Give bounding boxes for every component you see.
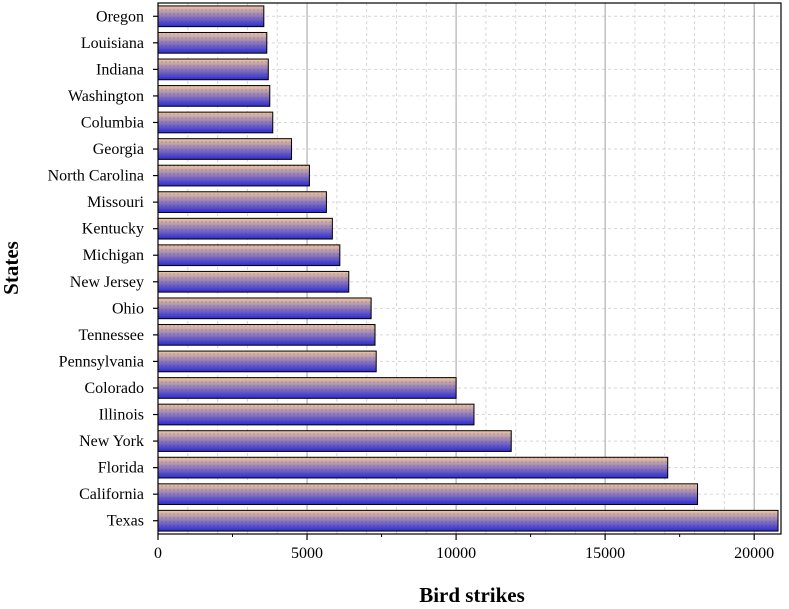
bar-outline xyxy=(157,483,699,506)
bar xyxy=(157,217,333,240)
y-tick-label: Tennessee xyxy=(78,327,144,344)
x-axis-title: Bird strikes xyxy=(419,583,525,604)
bar xyxy=(157,85,271,107)
bars xyxy=(157,5,779,532)
y-tick-label: New York xyxy=(79,433,144,450)
bar xyxy=(157,509,779,532)
bar-outline xyxy=(157,58,269,81)
bar xyxy=(157,430,512,452)
y-tick-label: Michigan xyxy=(83,247,144,264)
y-tick-label: Indiana xyxy=(96,61,144,78)
bar-outline xyxy=(157,138,293,160)
bar-outline xyxy=(157,456,669,479)
y-tick-label: New Jersey xyxy=(70,274,144,291)
bar xyxy=(157,350,377,373)
y-tick-label: Georgia xyxy=(93,141,144,158)
bar-outline xyxy=(157,297,372,320)
bar xyxy=(157,138,293,160)
y-tick-label: Columbia xyxy=(81,114,144,131)
x-tick-label: 10000 xyxy=(436,545,476,562)
bar-outline xyxy=(157,509,779,532)
y-tick-label: North Carolina xyxy=(48,168,144,185)
axes xyxy=(153,2,782,540)
bar-outline xyxy=(157,270,350,293)
x-tick-label: 0 xyxy=(154,545,162,562)
bar xyxy=(157,377,457,399)
bar-outline xyxy=(157,31,268,54)
y-tick-label: Washington xyxy=(68,88,144,105)
y-tick-label: Illinois xyxy=(99,407,144,424)
bar xyxy=(157,58,269,81)
bar xyxy=(157,483,699,506)
y-tick-label: Texas xyxy=(107,513,144,530)
bar xyxy=(157,111,274,134)
grid xyxy=(158,3,781,534)
y-tick-label: Missouri xyxy=(87,194,144,211)
bar xyxy=(157,297,372,320)
bar-outline xyxy=(157,244,341,267)
y-tick-label: Kentucky xyxy=(82,221,144,238)
y-tick-label: Oregon xyxy=(96,8,144,25)
y-tick-label: Louisiana xyxy=(81,35,144,52)
bar-outline xyxy=(157,403,475,426)
y-tick-label: California xyxy=(79,486,144,503)
bar xyxy=(157,456,669,479)
bar-outline xyxy=(157,5,265,28)
x-tick-label: 20000 xyxy=(734,545,774,562)
bar-outline xyxy=(157,111,274,134)
bar xyxy=(157,324,376,346)
y-tick-label: Florida xyxy=(98,460,144,477)
bar-outline xyxy=(157,324,376,346)
bar xyxy=(157,191,327,213)
bar-outline xyxy=(157,430,512,452)
bar-outline xyxy=(157,377,457,399)
bar-outline xyxy=(157,164,310,187)
bar-outline xyxy=(157,350,377,373)
y-tick-label: Pennsylvania xyxy=(59,353,144,370)
bar xyxy=(157,244,341,267)
bar xyxy=(157,403,475,426)
bar xyxy=(157,5,265,28)
bar xyxy=(157,31,268,54)
x-tick-label: 5000 xyxy=(291,545,323,562)
bar-outline xyxy=(157,217,333,240)
y-tick-label: Colorado xyxy=(84,380,144,397)
y-tick-label: Ohio xyxy=(112,300,144,317)
bar-outline xyxy=(157,191,327,213)
bar xyxy=(157,164,310,187)
tick-labels: 0 5000 10000 15000 20000 Oregon Louisiana India… xyxy=(48,8,775,562)
bar xyxy=(157,270,350,293)
x-tick-label: 15000 xyxy=(585,545,625,562)
bar-outline xyxy=(157,85,271,107)
y-axis-title: States xyxy=(0,241,23,295)
plot-frame xyxy=(157,2,782,535)
